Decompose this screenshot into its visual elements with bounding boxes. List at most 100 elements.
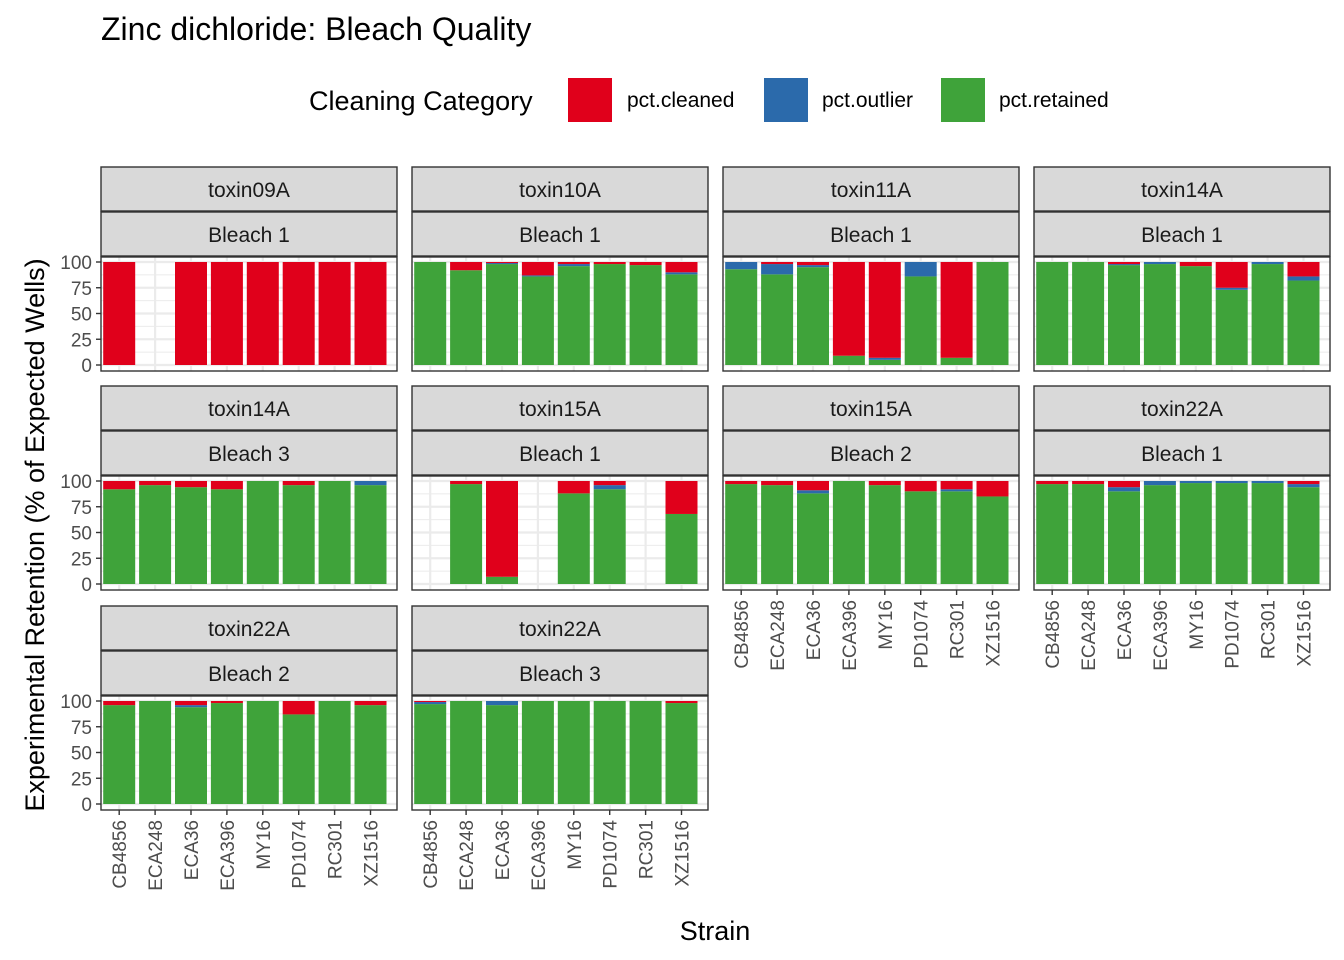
bar-cleaned: [868, 262, 901, 358]
strip-assay: [100, 385, 398, 431]
bar-retained: [1072, 262, 1105, 365]
strip-assay-label: toxin15A: [830, 398, 912, 421]
bar-cleaned: [1108, 262, 1140, 265]
y-tick-label: 75: [71, 498, 92, 519]
y-tick-label: 25: [71, 549, 92, 570]
bar-retained: [761, 485, 794, 584]
facet-panels: toxin09A Bleach 1 0 25 50 75 100 toxin10A Bleach…: [60, 166, 1331, 891]
bar-cleaned: [725, 481, 758, 485]
x-tick-label: ECA36: [493, 820, 514, 880]
bar-retained: [1251, 483, 1284, 584]
bar-cleaned: [665, 701, 698, 704]
strip-bleach-label: Bleach 1: [208, 224, 290, 247]
legend-label-outlier: pct.outlier: [822, 89, 913, 112]
bar-retained: [139, 485, 172, 584]
bar-retained: [940, 491, 973, 584]
facet-panel: toxin09A Bleach 1 0 25 50 75 100: [60, 166, 398, 377]
x-tick-label: ECA396: [529, 820, 550, 891]
x-tick-label: ECA248: [146, 820, 167, 891]
strip-bleach: [722, 430, 1020, 476]
bar-retained: [976, 262, 1009, 365]
y-tick-label: 0: [81, 356, 92, 377]
bar-retained: [175, 707, 207, 804]
facet-panel: toxin22A Bleach 2 0 25 50 75 100 CB4856 ECA248 EC…: [60, 605, 398, 891]
bar-cleaned: [246, 262, 279, 365]
bar-cleaned: [103, 262, 136, 365]
bar-retained: [139, 701, 172, 804]
y-tick-label: 100: [60, 472, 92, 493]
strip-bleach: [1033, 430, 1331, 476]
bar-outlier: [1251, 481, 1284, 484]
x-tick-label: XZ1516: [673, 820, 694, 887]
bar-cleaned: [139, 481, 172, 486]
bar-retained: [940, 357, 973, 365]
bar-cleaned: [593, 481, 626, 486]
bar-cleaned: [175, 701, 207, 706]
bar-outlier: [1251, 262, 1284, 265]
bar-outlier: [414, 702, 447, 705]
bar-retained: [246, 481, 279, 584]
x-tick-label: ECA248: [1079, 600, 1100, 671]
strip-assay-label: toxin14A: [1141, 179, 1223, 202]
bar-outlier: [593, 485, 626, 490]
bar-outlier: [1143, 262, 1176, 265]
facet-panel: toxin15A Bleach 1: [411, 385, 709, 591]
bar-cleaned: [354, 262, 387, 365]
bar-retained: [593, 489, 626, 584]
bar-retained: [103, 705, 136, 804]
bar-outlier: [797, 265, 829, 268]
bar-cleaned: [761, 262, 794, 265]
bar-outlier: [1179, 481, 1212, 484]
bar-cleaned: [1179, 262, 1212, 267]
strip-assay: [722, 385, 1020, 431]
bar-retained: [210, 703, 243, 804]
strip-assay-label: toxin22A: [208, 618, 290, 641]
strip-bleach: [411, 650, 709, 696]
bar-outlier: [486, 701, 518, 706]
bar-retained: [593, 264, 626, 365]
x-tick-label: MY16: [254, 820, 275, 870]
strip-assay-label: toxin09A: [208, 179, 290, 202]
bar-retained: [904, 491, 937, 584]
strip-assay: [1033, 166, 1331, 212]
strip-assay-label: toxin11A: [831, 179, 911, 202]
bar-cleaned: [450, 481, 483, 485]
strip-bleach-label: Bleach 2: [830, 443, 912, 466]
bar-retained: [210, 489, 243, 584]
bar-retained: [725, 269, 758, 365]
bar-cleaned: [282, 701, 315, 715]
x-tick-label: XZ1516: [1295, 600, 1316, 667]
strip-bleach: [100, 650, 398, 696]
bar-cleaned: [1215, 262, 1248, 288]
bar-retained: [354, 705, 387, 804]
bar-retained: [175, 487, 207, 584]
bar-retained: [1251, 264, 1284, 365]
legend-key-cleaned: [568, 78, 612, 122]
bar-retained: [103, 489, 136, 584]
bar-retained: [1179, 266, 1212, 365]
bar-outlier: [354, 481, 387, 486]
y-tick-label: 25: [71, 330, 92, 351]
bar-outlier: [904, 262, 937, 277]
bar-outlier: [486, 263, 518, 265]
bar-retained: [1036, 484, 1069, 584]
bar-cleaned: [210, 481, 243, 490]
bar-retained: [629, 265, 662, 365]
panel-border: [1033, 256, 1331, 372]
bar-retained: [1143, 485, 1176, 584]
strip-bleach-label: Bleach 2: [208, 663, 290, 686]
y-tick-label: 50: [71, 744, 92, 765]
bar-retained: [832, 481, 865, 584]
x-tick-label: MY16: [565, 820, 586, 870]
y-tick-label: 100: [60, 253, 92, 274]
strip-bleach-label: Bleach 1: [519, 224, 601, 247]
facet-panel: toxin22A Bleach 1 CB4856 ECA248 ECA36 ECA396 M…: [1033, 385, 1331, 671]
strip-bleach-label: Bleach 1: [1141, 443, 1223, 466]
bar-retained: [665, 703, 698, 804]
bar-retained: [725, 484, 758, 584]
x-tick-label: CB4856: [732, 600, 753, 669]
bar-cleaned: [521, 262, 554, 276]
bar-outlier: [557, 264, 590, 267]
bar-cleaned: [175, 262, 207, 365]
